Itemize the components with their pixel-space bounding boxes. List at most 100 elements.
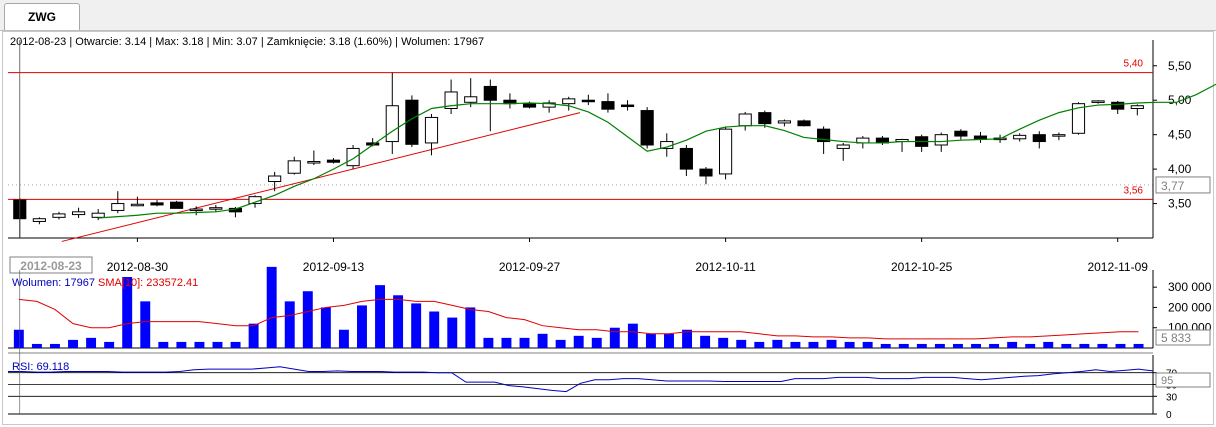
chart-frame xyxy=(2,31,1214,425)
candle-body xyxy=(307,161,321,164)
candle-body xyxy=(287,160,301,174)
volume-bar xyxy=(519,337,530,348)
min-value: 3.07 xyxy=(236,36,258,48)
price-xtick-label: 2012-11-09 xyxy=(1087,260,1148,274)
candle-body xyxy=(268,175,282,183)
price-ytick-label: 3,50 xyxy=(1168,197,1192,211)
candle-body xyxy=(483,85,497,101)
hline-label: 5,40 xyxy=(1124,59,1144,70)
volume-bar xyxy=(31,343,42,348)
volume-bar xyxy=(862,341,873,348)
volume-bar xyxy=(682,329,693,348)
volume-bar xyxy=(844,341,855,348)
candle-body xyxy=(738,113,752,127)
volume-bar xyxy=(429,311,440,348)
volume-bar xyxy=(140,301,151,348)
cursor-value-label: 3,77 xyxy=(1161,179,1185,193)
volume-bar xyxy=(898,343,909,348)
volume-bar xyxy=(952,343,963,348)
volume-bar xyxy=(627,323,638,348)
candle-body xyxy=(699,168,713,177)
volume-bar xyxy=(1097,343,1108,348)
candle-body xyxy=(1071,103,1086,134)
candle-body xyxy=(1032,134,1046,143)
volume-bar xyxy=(411,303,422,348)
volume-bar xyxy=(284,301,295,348)
volume-bar xyxy=(591,337,602,348)
candle-body xyxy=(581,99,595,103)
price-xtick-label: 2012-10-25 xyxy=(891,260,953,274)
volume-bar xyxy=(989,343,1000,348)
candle-body xyxy=(1111,101,1125,110)
candle-body xyxy=(464,96,478,103)
ohlc-info-bar: 2012-08-23 | Otwarcie: 3.14 | Max: 3.18 … xyxy=(10,36,485,48)
candle-body xyxy=(91,212,105,218)
candle-body xyxy=(777,120,791,124)
candle-body xyxy=(424,116,439,144)
volume-label: Wolumen: xyxy=(401,36,451,48)
volume-bar xyxy=(194,341,205,348)
candle-body xyxy=(620,104,635,108)
volume-bar xyxy=(68,339,78,348)
price-ytick-label: 5,00 xyxy=(1168,93,1192,107)
volume-bar xyxy=(790,341,801,348)
volume-bar xyxy=(483,337,494,348)
candle-body xyxy=(405,99,419,145)
price-ytick-label: 4,50 xyxy=(1168,128,1192,142)
tab-bar: ZWG xyxy=(0,0,1216,31)
price-pane: 3,50 4,00 4,50 5,00 5,50 2012-08-30 2012-09-13… xyxy=(8,40,1216,274)
volume-bar xyxy=(645,333,656,348)
volume-bar xyxy=(375,285,386,348)
volume-bar xyxy=(338,329,349,348)
candle-body xyxy=(209,207,223,210)
volume-bar xyxy=(122,277,133,348)
volume-bar xyxy=(302,291,313,348)
price-xtick-label: 2012-10-11 xyxy=(695,260,756,274)
rsi-line xyxy=(8,366,1154,393)
rsi-ytick-label: 30 xyxy=(1166,392,1178,403)
volume-bar xyxy=(971,343,981,348)
volume-value-box xyxy=(1155,329,1211,346)
candle-body xyxy=(817,128,831,143)
open-value: 3.14 xyxy=(124,36,147,48)
cursor-date-label: 2012-08-23 xyxy=(20,259,82,273)
volume-ytick-label: 200 000 xyxy=(1168,300,1212,314)
candle-body xyxy=(32,218,46,222)
volume-bar xyxy=(248,323,259,348)
rsi-value-box xyxy=(1155,372,1211,388)
tab-zwg[interactable]: ZWG xyxy=(4,3,80,30)
candle-body xyxy=(1091,100,1105,103)
volume-bar xyxy=(357,305,367,348)
tab-label: ZWG xyxy=(28,10,56,24)
candle-body xyxy=(346,147,360,167)
candle-body xyxy=(326,159,341,163)
candle-body xyxy=(797,120,811,127)
volume-bar xyxy=(212,341,223,348)
volume-sma-line xyxy=(18,298,1139,340)
volume-bar xyxy=(501,337,512,348)
rsi-value-label: 95 xyxy=(1161,375,1173,387)
volume-bar xyxy=(158,341,169,348)
volume-bar xyxy=(1061,343,1072,348)
volume-bar xyxy=(609,327,620,348)
max-label: Max: xyxy=(155,36,180,48)
volume-bar xyxy=(266,266,277,348)
volume-bar xyxy=(13,329,24,348)
open-label: Otwarcie: xyxy=(75,36,122,48)
candle-body xyxy=(385,105,399,143)
trend-line xyxy=(61,112,581,242)
volume-bar xyxy=(176,341,187,348)
volume-bar xyxy=(700,335,711,348)
candle-body xyxy=(111,203,125,211)
volume-bar xyxy=(537,333,548,348)
volume-value-label: 5 833 xyxy=(1161,331,1191,345)
volume-bar xyxy=(664,333,674,348)
volume-bar xyxy=(86,337,97,348)
candle-body xyxy=(444,91,458,109)
volume-bar xyxy=(880,343,891,348)
price-ytick-label: 4,00 xyxy=(1168,162,1192,176)
volume-bar xyxy=(718,337,729,348)
